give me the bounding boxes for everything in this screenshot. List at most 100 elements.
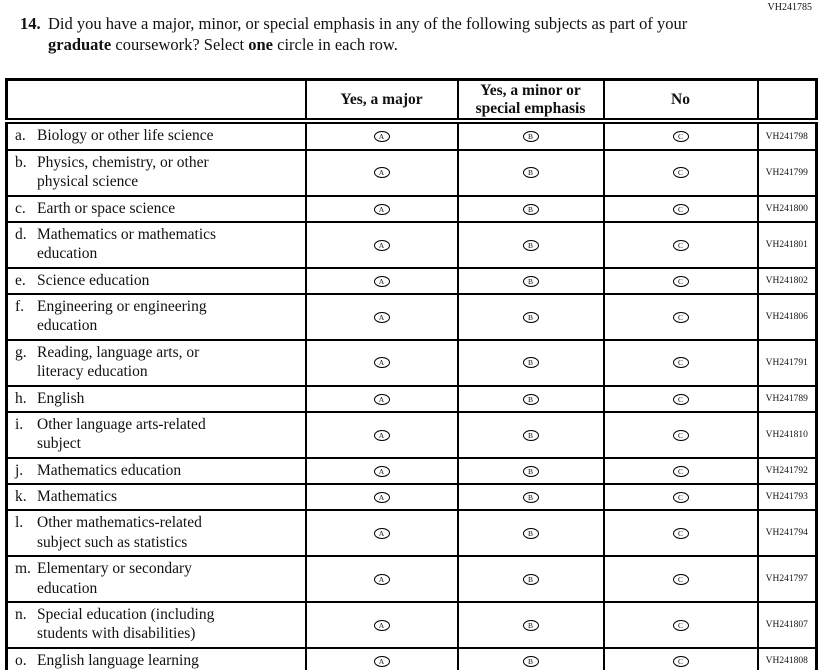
option-bubble-no[interactable]: C	[672, 573, 689, 585]
option-cell-yes-minor: B	[456, 266, 605, 296]
row-label: Engineering or engineering education	[37, 298, 207, 335]
table-row: f. Engineering or engineering education A B…	[5, 293, 818, 341]
table-row: b. Physics, chemistry, or other physical …	[5, 148, 818, 197]
option-bubble-yes-major[interactable]: A	[373, 528, 390, 540]
option-cell-no: C	[602, 600, 759, 649]
option-cell-yes-minor: B	[456, 338, 605, 387]
row-letter: i.	[15, 415, 24, 433]
table-row: o. English language learning A B C VH241808	[5, 646, 818, 670]
option-bubble-yes-minor[interactable]: B	[522, 167, 539, 179]
row-accession-code: VH241794	[756, 509, 818, 558]
option-bubble-yes-minor[interactable]: B	[522, 393, 539, 405]
option-bubble-yes-major[interactable]: A	[373, 655, 390, 667]
option-cell-yes-minor: B	[456, 410, 605, 459]
option-bubble-no[interactable]: C	[672, 239, 689, 251]
option-cell-yes-minor: B	[456, 456, 605, 486]
option-bubble-no[interactable]: C	[672, 131, 689, 143]
table-row: m. Elementary or secondary education A B C VH…	[5, 555, 818, 603]
option-bubble-yes-major[interactable]: A	[373, 167, 390, 179]
option-bubble-yes-major[interactable]: A	[373, 357, 390, 369]
option-bubble-no[interactable]: C	[672, 492, 689, 504]
row-label-cell: o. English language learning	[5, 646, 307, 670]
option-bubble-yes-minor[interactable]: B	[522, 655, 539, 667]
option-cell-yes-major: A	[304, 384, 459, 413]
option-bubble-no[interactable]: C	[672, 275, 689, 287]
option-bubble-no[interactable]: C	[672, 655, 689, 667]
row-accession-code: VH241807	[756, 600, 818, 649]
option-bubble-yes-major[interactable]: A	[373, 429, 390, 441]
option-cell-no: C	[602, 148, 759, 197]
header-yes-major: Yes, a major	[304, 78, 459, 125]
option-bubble-yes-minor[interactable]: B	[522, 311, 539, 323]
option-bubble-yes-minor[interactable]: B	[522, 357, 539, 369]
row-label-cell: m. Elementary or secondary education	[5, 555, 307, 603]
option-bubble-no[interactable]: C	[672, 167, 689, 179]
option-bubble-no[interactable]: C	[672, 357, 689, 369]
option-bubble-yes-minor[interactable]: B	[522, 492, 539, 504]
table-row: g. Reading, language arts, or literacy ed…	[5, 338, 818, 387]
option-cell-yes-major: A	[304, 410, 459, 459]
option-bubble-no[interactable]: C	[672, 465, 689, 477]
option-bubble-yes-minor[interactable]: B	[522, 275, 539, 287]
option-bubble-no[interactable]: C	[672, 203, 689, 215]
option-bubble-no[interactable]: C	[672, 528, 689, 540]
table-row: c. Earth or space science A B C VH241800	[5, 194, 818, 223]
option-cell-no: C	[602, 194, 759, 223]
option-cell-yes-major: A	[304, 194, 459, 223]
header-no: No	[602, 78, 759, 125]
row-label: English	[37, 389, 85, 407]
option-cell-yes-major: A	[304, 220, 459, 269]
option-cell-yes-major: A	[304, 266, 459, 296]
option-bubble-no[interactable]: C	[672, 393, 689, 405]
option-bubble-no[interactable]: C	[672, 311, 689, 323]
row-label-cell: a. Biology or other life science	[5, 120, 307, 151]
option-cell-no: C	[602, 220, 759, 269]
option-cell-yes-major: A	[304, 456, 459, 486]
option-cell-no: C	[602, 410, 759, 459]
option-bubble-yes-minor[interactable]: B	[522, 528, 539, 540]
row-label: Other mathematics-related subject such a…	[37, 514, 202, 551]
option-bubble-yes-minor[interactable]: B	[522, 619, 539, 631]
option-bubble-yes-major[interactable]: A	[373, 573, 390, 585]
row-label: Science education	[37, 271, 150, 289]
row-accession-code: VH241797	[756, 555, 818, 603]
option-bubble-yes-major[interactable]: A	[373, 619, 390, 631]
option-bubble-yes-minor[interactable]: B	[522, 573, 539, 585]
option-cell-yes-minor: B	[456, 120, 605, 151]
header-empty-code	[756, 78, 818, 125]
row-accession-code: VH241810	[756, 410, 818, 459]
question-block: 14. Did you have a major, minor, or spec…	[20, 13, 809, 56]
option-bubble-yes-major[interactable]: A	[373, 393, 390, 405]
option-cell-no: C	[602, 482, 759, 512]
option-cell-yes-major: A	[304, 600, 459, 649]
option-bubble-yes-major[interactable]: A	[373, 131, 390, 143]
question-text: Did you have a major, minor, or special …	[48, 13, 703, 56]
option-bubble-yes-major[interactable]: A	[373, 239, 390, 251]
option-bubble-yes-major[interactable]: A	[373, 311, 390, 323]
option-bubble-yes-minor[interactable]: B	[522, 131, 539, 143]
option-cell-yes-major: A	[304, 120, 459, 151]
row-letter: g.	[15, 343, 27, 361]
option-bubble-yes-minor[interactable]: B	[522, 429, 539, 441]
row-label: Mathematics	[37, 488, 118, 505]
row-label: Reading, language arts, or literacy educ…	[37, 343, 200, 381]
option-bubble-yes-major[interactable]: A	[373, 492, 390, 504]
question-text-bold-graduate: graduate	[48, 35, 112, 55]
option-cell-yes-minor: B	[456, 600, 605, 649]
option-bubble-yes-minor[interactable]: B	[522, 465, 539, 477]
row-accession-code: VH241799	[756, 148, 818, 197]
row-label: Other language arts-related subject	[37, 415, 206, 453]
row-label-cell: n. Special education (including students …	[5, 600, 307, 649]
option-bubble-yes-minor[interactable]: B	[522, 239, 539, 251]
option-bubble-yes-major[interactable]: A	[373, 275, 390, 287]
option-bubble-yes-major[interactable]: A	[373, 465, 390, 477]
option-bubble-yes-major[interactable]: A	[373, 203, 390, 215]
row-accession-code: VH241802	[756, 266, 818, 296]
table-row: a. Biology or other life science A B C VH2417…	[5, 120, 818, 151]
option-cell-no: C	[602, 509, 759, 558]
table-row: j. Mathematics education A B C VH241792	[5, 456, 818, 486]
option-bubble-no[interactable]: C	[672, 429, 689, 441]
option-cell-yes-major: A	[304, 293, 459, 341]
option-bubble-yes-minor[interactable]: B	[522, 203, 539, 215]
option-bubble-no[interactable]: C	[672, 619, 689, 631]
